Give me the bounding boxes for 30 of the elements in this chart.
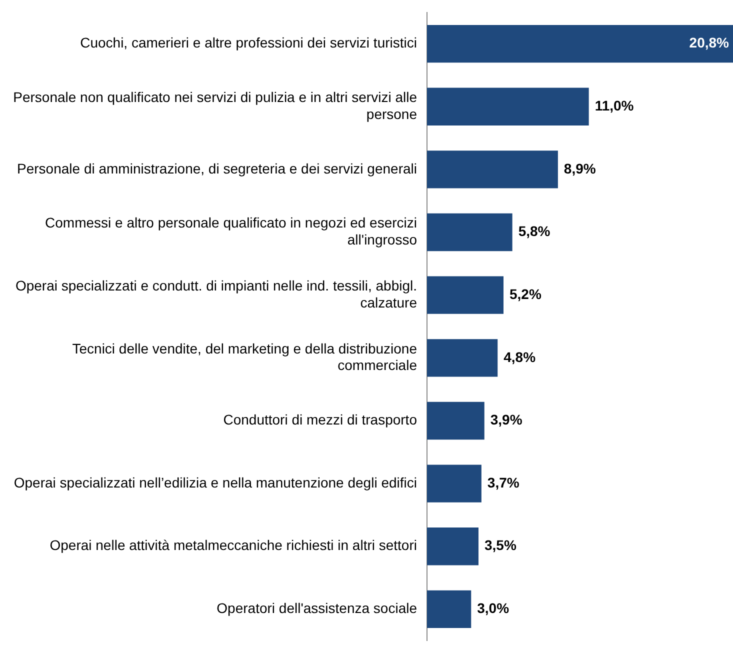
bar [427,24,733,63]
bar [427,590,472,628]
data-label: 3,7% [487,474,520,490]
y-tick-label: Conduttori di mezzi di trasporto [223,412,418,428]
y-tick-label: Commessi e altro personale qualificato in negozi ed esercizi all'ingrosso [45,214,418,248]
data-label: 3,9% [490,412,523,428]
bar [427,150,558,188]
y-tick-label: Cuochi, camerieri e altre professioni dei servizi turistici [80,34,417,51]
data-label: 20,8% [689,34,730,51]
y-tick-label: Operai specializzati e condutt. di impianti nelle ind. tessili, abbigl. calzature [15,278,418,310]
data-label: 3,5% [484,537,517,554]
y-tick-label: Operatori dell'assistenza sociale [216,600,418,616]
data-label: 4,8% [504,348,536,365]
bar [427,402,484,440]
bar [427,88,589,126]
bar [427,339,498,377]
data-label: 3,0% [477,600,510,616]
data-label: 8,9% [564,160,596,176]
y-tick-label: Tecnici delle vendite, del marketing e della distribuzione commerciale [72,340,418,374]
y-tick-label: Operai nelle attività metalmeccaniche richiesti in altri settori [50,537,417,554]
data-label: 11,0% [594,97,634,114]
bar [427,464,482,502]
bar [427,213,512,252]
y-tick-label: Personale non qualificato nei servizi di pulizia e in altri servizi alle persone [13,89,418,122]
y-tick-label: Operai specializzati nell’edilizia e nella manutenzione degli edifici [14,474,417,490]
bar [427,528,478,566]
bar [427,276,504,314]
data-label: 5,8% [518,223,551,240]
data-label: 5,2% [510,286,542,302]
y-tick-label: Personale di amministrazione, di segreteria e dei servizi generali [17,160,417,176]
